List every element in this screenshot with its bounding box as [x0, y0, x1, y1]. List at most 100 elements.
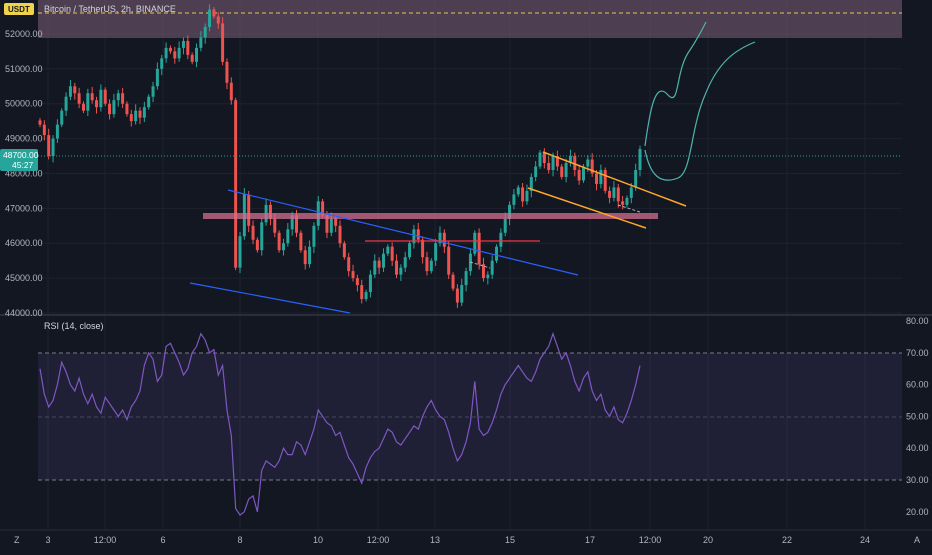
candle-body[interactable] — [134, 110, 138, 122]
candle-body[interactable] — [90, 93, 94, 101]
candle-body[interactable] — [451, 274, 455, 289]
candle-body[interactable] — [408, 243, 412, 258]
candle-body[interactable] — [155, 68, 159, 87]
candle-body[interactable] — [586, 159, 590, 167]
candle-body[interactable] — [551, 156, 555, 170]
candle-body[interactable] — [129, 114, 133, 122]
candle-body[interactable] — [547, 163, 551, 170]
candle-body[interactable] — [621, 201, 625, 205]
candle-body[interactable] — [595, 173, 599, 184]
candle-body[interactable] — [342, 243, 346, 258]
candle-body[interactable] — [47, 135, 51, 157]
rsi-line[interactable] — [39, 331, 641, 516]
candle-body[interactable] — [308, 246, 312, 265]
candle-body[interactable] — [568, 156, 572, 163]
candle-body[interactable] — [260, 222, 264, 251]
candle-body[interactable] — [234, 100, 238, 268]
candle-body[interactable] — [303, 250, 307, 265]
candle-body[interactable] — [290, 215, 294, 230]
candle-body[interactable] — [516, 187, 520, 195]
candle-body[interactable] — [112, 100, 116, 115]
candle-body[interactable] — [103, 89, 107, 104]
candle-body[interactable] — [490, 260, 494, 275]
blue-channel-upper[interactable] — [227, 189, 579, 276]
candle-body[interactable] — [168, 47, 172, 52]
candle-body[interactable] — [368, 274, 372, 293]
candle-body[interactable] — [355, 278, 359, 286]
candle-body[interactable] — [477, 232, 481, 265]
candle-body[interactable] — [364, 292, 368, 300]
candle-body[interactable] — [347, 257, 351, 272]
candle-body[interactable] — [560, 166, 564, 177]
candle-body[interactable] — [338, 225, 342, 244]
candle-body[interactable] — [495, 246, 499, 261]
candle-body[interactable] — [38, 120, 42, 125]
time-axis[interactable]: 3 12:00 6 8 10 12:00 13 15 17 12:00 20 22 24 — [45, 535, 870, 545]
candle-body[interactable] — [277, 232, 281, 251]
candle-body[interactable] — [164, 47, 168, 59]
candle-body[interactable] — [160, 58, 164, 69]
candle-body[interactable] — [434, 243, 438, 261]
candle-body[interactable] — [612, 187, 616, 198]
candle-body[interactable] — [221, 23, 225, 62]
candle-body[interactable] — [460, 285, 464, 303]
candle-body[interactable] — [525, 190, 529, 202]
candle-body[interactable] — [186, 40, 190, 55]
candle-body[interactable] — [312, 225, 316, 247]
candle-body[interactable] — [321, 201, 325, 216]
candle-body[interactable] — [255, 239, 259, 251]
candle-body[interactable] — [299, 232, 303, 251]
candle-body[interactable] — [499, 232, 503, 247]
candle-body[interactable] — [325, 215, 329, 233]
candle-body[interactable] — [64, 96, 68, 111]
orange-channel-upper[interactable] — [542, 151, 687, 207]
dashed-trend-2[interactable] — [617, 204, 641, 213]
candle-body[interactable] — [195, 47, 199, 62]
candle-body[interactable] — [238, 236, 242, 268]
candle-body[interactable] — [95, 100, 99, 108]
candle-body[interactable] — [608, 190, 612, 198]
candle-body[interactable] — [81, 103, 85, 111]
resistance-zone[interactable] — [38, 0, 902, 38]
candle-body[interactable] — [351, 271, 355, 279]
projection-path-2[interactable] — [644, 41, 756, 181]
candle-body[interactable] — [625, 197, 629, 205]
candle-body[interactable] — [151, 86, 155, 97]
quote-badge[interactable]: USDT — [8, 5, 30, 14]
quote-badge-bg[interactable] — [4, 3, 34, 15]
candle-body[interactable] — [512, 194, 516, 205]
candle-body[interactable] — [73, 86, 77, 94]
candle-body[interactable] — [147, 96, 151, 108]
candle-body[interactable] — [68, 86, 72, 97]
candle-body[interactable] — [251, 225, 255, 240]
dashed-trend-1[interactable] — [469, 261, 491, 269]
candle-body[interactable] — [268, 204, 272, 219]
candle-body[interactable] — [599, 169, 603, 184]
candle-body[interactable] — [473, 232, 477, 254]
candle-body[interactable] — [295, 215, 299, 233]
candle-body[interactable] — [508, 204, 512, 219]
candle-body[interactable] — [403, 257, 407, 268]
candle-body[interactable] — [638, 149, 642, 170]
candle-body[interactable] — [590, 159, 594, 174]
candle-body[interactable] — [273, 218, 277, 233]
candle-body[interactable] — [216, 16, 220, 24]
candle-body[interactable] — [334, 218, 338, 226]
price-axis[interactable]: 52000.00 51000.00 50000.00 49000.00 48000.00… — [5, 29, 43, 318]
symbol-title[interactable]: Bitcoin / TetherUS, 2h, BINANCE — [44, 4, 176, 14]
candle-body[interactable] — [225, 61, 229, 83]
candle-body[interactable] — [86, 93, 90, 111]
candle-body[interactable] — [381, 253, 385, 268]
candle-body[interactable] — [116, 93, 120, 101]
candle-body[interactable] — [573, 156, 577, 170]
candle-body[interactable] — [425, 257, 429, 272]
candle-body[interactable] — [77, 93, 81, 104]
candle-body[interactable] — [208, 9, 212, 27]
candle-body[interactable] — [138, 110, 142, 118]
candle-body[interactable] — [51, 138, 55, 157]
projection-path-1[interactable] — [644, 21, 707, 147]
candle-body[interactable] — [125, 103, 129, 115]
candle-body[interactable] — [55, 124, 59, 139]
candle-body[interactable] — [329, 218, 333, 233]
